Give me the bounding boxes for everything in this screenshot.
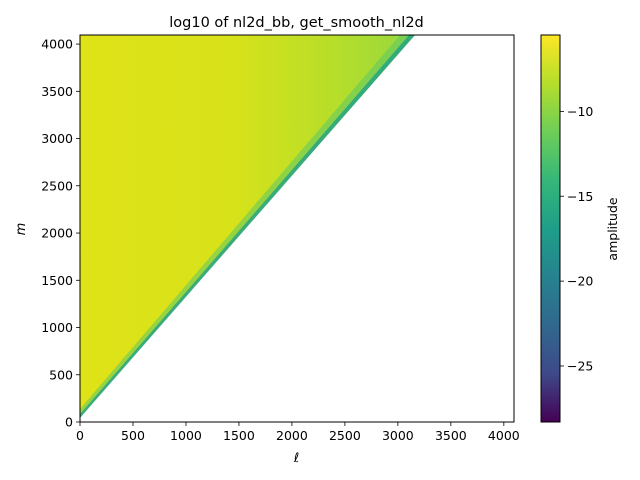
colorbar-tick-label: −15 xyxy=(567,189,593,204)
x-tick-label: 1000 xyxy=(170,428,202,443)
x-tick-label: 500 xyxy=(121,428,145,443)
x-tick-label: 0 xyxy=(76,428,84,443)
colorbar-tick-label: −10 xyxy=(567,104,593,119)
y-tick-label: 2500 xyxy=(41,178,73,193)
colorbar-label: amplitude xyxy=(605,197,620,260)
x-axis: 0 500 1000 1500 2000 2500 3000 3500 4000 xyxy=(76,422,520,443)
y-axis: 0 500 1000 1500 2000 2500 3000 3500 4000 xyxy=(41,37,80,430)
y-tick-label: 0 xyxy=(65,415,73,430)
x-tick-label: 3500 xyxy=(435,428,467,443)
x-tick-label: 2500 xyxy=(329,428,361,443)
colorbar-ticks: −10 −15 −20 −25 xyxy=(560,104,593,373)
y-tick-label: 3500 xyxy=(41,84,73,99)
x-axis-label: ℓ xyxy=(293,451,299,466)
heatmap-edge-band-light xyxy=(80,35,409,414)
x-tick-label: 1500 xyxy=(223,428,255,443)
colorbar-tick-label: −25 xyxy=(567,358,593,373)
heatmap-area xyxy=(80,35,415,418)
y-tick-label: 1000 xyxy=(41,320,73,335)
heatmap-edge-band xyxy=(80,35,415,418)
colorbar: −10 −15 −20 −25 amplitude xyxy=(540,34,620,423)
plot-frame xyxy=(79,34,515,423)
x-tick-label: 2000 xyxy=(276,428,308,443)
chart-title: log10 of nl2d_bb, get_smooth_nl2d xyxy=(169,15,424,31)
colorbar-gradient xyxy=(540,34,561,423)
y-axis-label: m xyxy=(14,223,29,236)
y-tick-label: 1500 xyxy=(41,273,73,288)
colorbar-tick-label: −20 xyxy=(567,274,593,289)
x-tick-label: 4000 xyxy=(488,428,520,443)
y-tick-label: 500 xyxy=(49,367,73,382)
y-tick-label: 4000 xyxy=(41,37,73,52)
y-tick-label: 2000 xyxy=(41,226,73,241)
x-tick-label: 3000 xyxy=(382,428,414,443)
y-tick-label: 3000 xyxy=(41,131,73,146)
